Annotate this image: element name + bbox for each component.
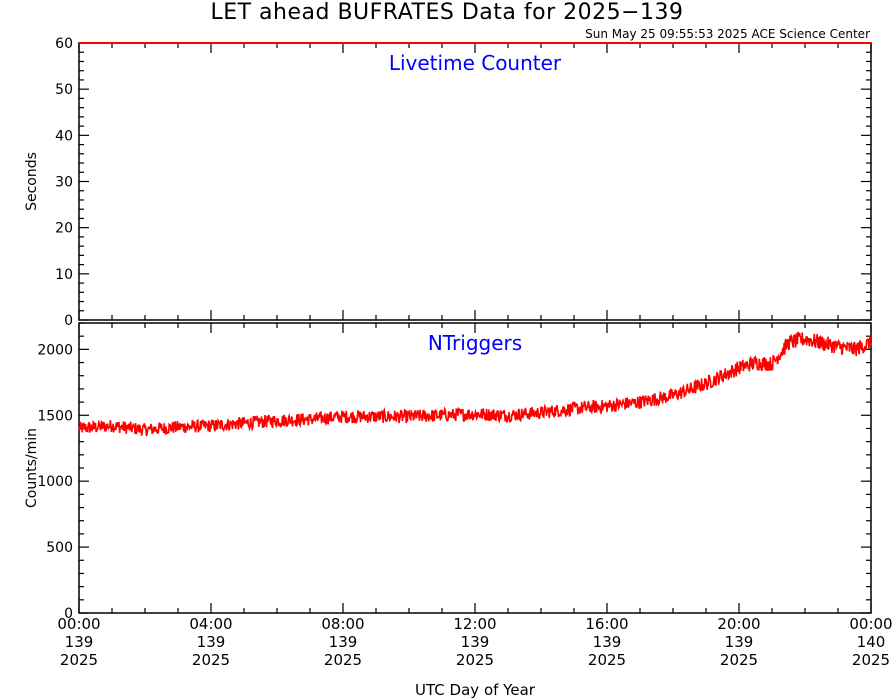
x-tick-label: 139 (65, 633, 94, 651)
y-tick-label: 1000 (37, 474, 73, 490)
ntriggers-panel: 0 500 1000 1500 2000 NTriggers Counts/min (24, 322, 872, 622)
livetime-y-axis-label: Seconds (24, 152, 40, 211)
livetime-ticks: 0 10 20 30 40 50 60 (55, 36, 872, 329)
livetime-frame (78, 42, 872, 321)
y-tick-label: 0 (64, 313, 73, 329)
ntriggers-series (78, 331, 872, 437)
ntriggers-y-axis-label: Counts/min (24, 428, 40, 508)
x-tick-label: 2025 (720, 651, 758, 669)
x-tick-label: 140 (857, 633, 886, 651)
timestamp: Sun May 25 09:55:53 2025 ACE Science Cen… (585, 27, 870, 41)
x-tick-label: 139 (461, 633, 490, 651)
x-tick-label: 139 (593, 633, 622, 651)
ntriggers-line (78, 331, 872, 437)
livetime-panel-label: Livetime Counter (389, 51, 562, 75)
y-tick-label: 10 (55, 267, 73, 283)
ntriggers-ticks: 0 500 1000 1500 2000 (37, 322, 872, 622)
y-tick-label: 500 (46, 540, 73, 556)
x-tick-label: 139 (725, 633, 754, 651)
y-tick-label: 50 (55, 82, 73, 98)
x-tick-label: 12:00 (453, 615, 496, 633)
x-axis-label: UTC Day of Year (415, 681, 536, 699)
y-tick-label: 30 (55, 175, 73, 191)
x-tick-label: 2025 (192, 651, 230, 669)
y-tick-label: 20 (55, 221, 73, 237)
x-tick-label: 20:00 (717, 615, 760, 633)
ntriggers-panel-label: NTriggers (428, 331, 522, 355)
x-tick-label: 00:00 (849, 615, 892, 633)
x-tick-label: 139 (329, 633, 358, 651)
livetime-panel: 0 10 20 30 40 50 60 Livetime Counter Seconds (24, 36, 872, 329)
x-tick-label: 16:00 (585, 615, 628, 633)
x-tick-label: 08:00 (321, 615, 364, 633)
x-tick-label: 00:00 (57, 615, 100, 633)
x-tick-label: 2025 (588, 651, 626, 669)
y-tick-label: 1500 (37, 408, 73, 424)
x-tick-label: 2025 (324, 651, 362, 669)
y-tick-label: 40 (55, 128, 73, 144)
x-tick-label: 2025 (456, 651, 494, 669)
y-tick-label: 60 (55, 36, 73, 52)
chart-title: LET ahead BUFRATES Data for 2025−139 (210, 0, 684, 25)
x-tick-label: 2025 (852, 651, 890, 669)
y-tick-label: 0 (64, 606, 73, 622)
x-tick-label: 139 (197, 633, 226, 651)
x-tick-label: 2025 (60, 651, 98, 669)
y-tick-label: 2000 (37, 342, 73, 358)
x-tick-label: 04:00 (189, 615, 232, 633)
x-axis-tick-labels: 00:00139202504:00139202508:00139202512:0… (57, 615, 892, 669)
